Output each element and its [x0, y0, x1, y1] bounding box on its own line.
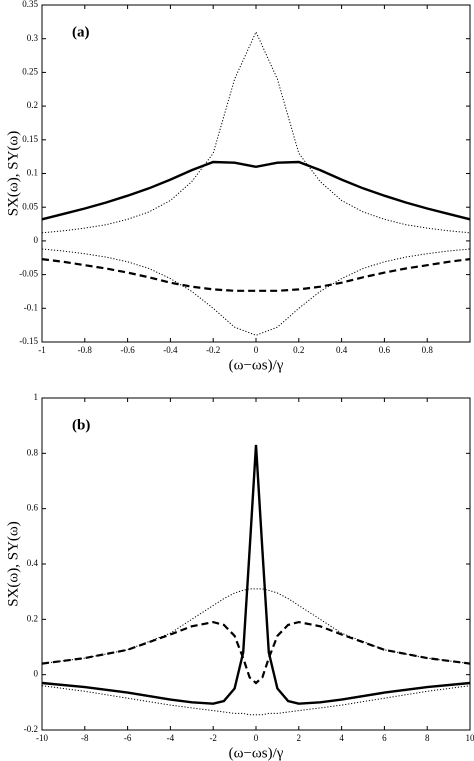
x-tick-label: 4	[339, 733, 344, 743]
x-tick-label: 0.6	[379, 345, 391, 355]
y-tick-label: -0.15	[19, 336, 38, 346]
x-tick-label: 10	[466, 733, 474, 743]
y-tick-label: 0.05	[22, 201, 38, 211]
x-axis-label: (ω−ωs)/γ	[229, 357, 284, 373]
panel-label: (a)	[72, 24, 90, 40]
x-tick-label: 2	[297, 733, 302, 743]
y-axis-label: SX(ω), SY(ω)	[5, 521, 21, 607]
y-tick-label: 0.25	[22, 66, 38, 76]
curve	[41, 620, 471, 685]
x-tick-label: -0.8	[78, 345, 93, 355]
x-axis-label: (ω−ωs)/γ	[229, 745, 284, 761]
y-tick-label: 0.15	[22, 134, 38, 144]
curve	[41, 30, 471, 234]
curve	[41, 160, 471, 221]
y-tick-label: 0.1	[27, 168, 38, 178]
y-tick-label: -0.05	[19, 269, 38, 279]
y-tick-label: -0.2	[24, 724, 38, 734]
x-tick-label: 6	[382, 733, 387, 743]
curve	[41, 444, 471, 705]
y-tick-label: 0.4	[27, 558, 39, 568]
x-tick-label: 0.8	[422, 345, 434, 355]
y-tick-label: 0.8	[27, 447, 39, 457]
x-tick-label: -8	[81, 733, 89, 743]
y-tick-label: 0.6	[27, 503, 39, 513]
x-tick-label: -0.2	[206, 345, 220, 355]
x-tick-label: -0.4	[163, 345, 178, 355]
panel-label: (b)	[72, 417, 90, 433]
x-tick-label: 0	[254, 733, 259, 743]
y-tick-label: 0.3	[27, 33, 39, 43]
y-tick-label: -0.1	[24, 302, 38, 312]
y-tick-label: 1	[34, 392, 39, 402]
x-tick-label: -10	[36, 733, 48, 743]
y-axis-label: SX(ω), SY(ω)	[5, 131, 21, 217]
x-tick-label: -6	[124, 733, 132, 743]
x-tick-label: 0	[254, 345, 259, 355]
x-tick-label: -4	[167, 733, 175, 743]
curve	[41, 588, 471, 665]
x-tick-label: -0.6	[120, 345, 135, 355]
x-tick-label: -1	[38, 345, 46, 355]
curve	[41, 258, 471, 292]
y-tick-label: 0.2	[27, 100, 38, 110]
curve	[41, 685, 471, 716]
x-tick-label: 0.2	[293, 345, 304, 355]
y-tick-label: 0	[34, 235, 39, 245]
y-tick-label: 0	[34, 669, 39, 679]
y-tick-label: 0.2	[27, 613, 38, 623]
x-tick-label: -2	[209, 733, 217, 743]
y-tick-label: 0.35	[22, 0, 38, 9]
plot-frame	[41, 4, 471, 343]
x-tick-label: 0.4	[336, 345, 348, 355]
curve	[41, 248, 471, 336]
x-tick-label: 8	[425, 733, 430, 743]
